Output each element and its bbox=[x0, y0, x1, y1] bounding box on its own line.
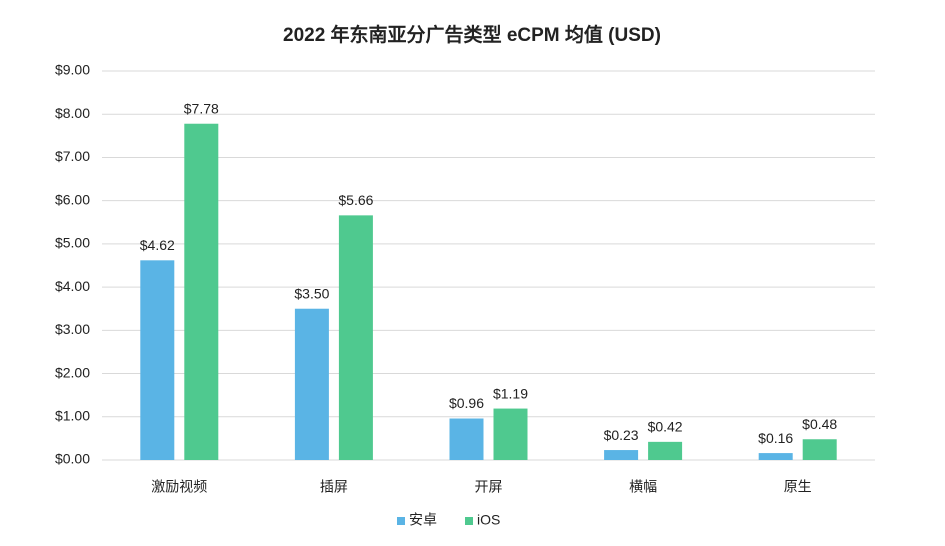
x-tick-label: 插屏 bbox=[320, 479, 348, 495]
y-tick-label: $2.00 bbox=[55, 364, 90, 380]
data-label: $4.62 bbox=[140, 237, 175, 253]
data-label: $1.19 bbox=[493, 385, 528, 401]
y-tick-label: $3.00 bbox=[55, 321, 90, 337]
data-label: $5.66 bbox=[338, 192, 373, 208]
y-tick-label: $6.00 bbox=[55, 191, 90, 207]
data-label: $0.42 bbox=[648, 419, 683, 435]
data-label: $7.78 bbox=[184, 100, 219, 116]
y-tick-label: $7.00 bbox=[55, 148, 90, 164]
y-tick-label: $1.00 bbox=[55, 407, 90, 423]
chart-title: 2022 年东南亚分广告类型 eCPM 均值 (USD) bbox=[283, 23, 661, 46]
bar bbox=[140, 260, 175, 460]
data-label: $3.50 bbox=[294, 285, 329, 301]
bar bbox=[449, 418, 484, 460]
bar bbox=[802, 439, 837, 460]
y-tick-label: $5.00 bbox=[55, 235, 90, 251]
bar bbox=[338, 215, 373, 460]
y-tick-label: $4.00 bbox=[55, 278, 90, 294]
legend-label: iOS bbox=[477, 512, 500, 528]
y-tick-label: $8.00 bbox=[55, 105, 90, 121]
data-label: $0.48 bbox=[802, 416, 837, 432]
bar bbox=[493, 408, 528, 460]
legend-swatch bbox=[465, 517, 473, 525]
legend-swatch bbox=[397, 517, 405, 525]
bar bbox=[758, 453, 793, 460]
data-label: $0.23 bbox=[604, 427, 639, 443]
y-tick-label: $9.00 bbox=[55, 62, 90, 78]
y-tick-label: $0.00 bbox=[55, 451, 90, 467]
legend-label: 安卓 bbox=[409, 512, 437, 528]
bar bbox=[604, 450, 639, 460]
bar bbox=[184, 123, 219, 460]
x-tick-label: 原生 bbox=[784, 479, 812, 495]
data-label: $0.16 bbox=[758, 430, 793, 446]
bar bbox=[294, 308, 329, 460]
data-label: $0.96 bbox=[449, 395, 484, 411]
x-tick-label: 开屏 bbox=[475, 479, 503, 495]
x-tick-label: 激励视频 bbox=[151, 479, 207, 495]
bar bbox=[648, 441, 683, 460]
x-tick-label: 横幅 bbox=[629, 479, 657, 495]
